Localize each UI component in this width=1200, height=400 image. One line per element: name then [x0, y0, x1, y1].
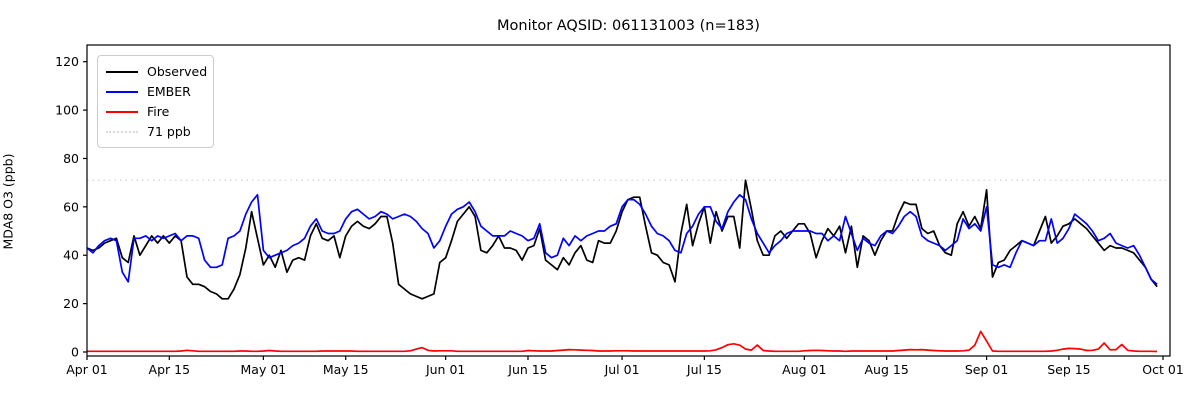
x-tick-label: Jul 15	[686, 362, 722, 377]
legend-label: EMBER	[147, 84, 191, 99]
legend-label: 71 ppb	[147, 124, 191, 139]
x-tick-label: Aug 01	[782, 362, 826, 377]
y-tick-label: 100	[55, 103, 79, 118]
x-tick-label: Aug 15	[865, 362, 909, 377]
x-tick-label: Oct 01	[1142, 362, 1184, 377]
observed-line-sample-icon	[106, 71, 138, 73]
x-tick-label: May 15	[323, 362, 369, 377]
series-line-observed	[86, 179, 1158, 300]
legend-item-ember: EMBER	[106, 82, 205, 102]
x-tick-label: Sep 15	[1047, 362, 1090, 377]
threshold-line-sample-icon	[106, 131, 138, 133]
legend-label: Fire	[147, 104, 170, 119]
y-tick-label: 60	[63, 199, 79, 214]
y-tick-label: 40	[63, 248, 79, 263]
series-line-fire	[87, 330, 1158, 353]
y-tick-label: 20	[63, 296, 79, 311]
x-tick-label: Jun 15	[507, 362, 547, 377]
plot-border	[86, 44, 1171, 357]
x-tick-label: Apr 01	[66, 362, 108, 377]
x-tick-label: May 01	[241, 362, 287, 377]
x-tick-label: Jun 01	[425, 362, 465, 377]
fire-line-sample-icon	[106, 111, 138, 113]
chart-title: Monitor AQSID: 061131003 (n=183)	[497, 18, 760, 34]
legend-item-threshold: 71 ppb	[106, 122, 205, 142]
x-tick-label: Apr 15	[149, 362, 191, 377]
x-tick-label: Jul 01	[604, 362, 640, 377]
legend-label: Observed	[147, 64, 208, 79]
y-tick-label: 0	[71, 345, 79, 360]
legend: Observed EMBER Fire 71 ppb	[97, 55, 214, 148]
x-tick-label: Sep 01	[965, 362, 1008, 377]
legend-item-fire: Fire	[106, 102, 205, 122]
series-line-ember	[86, 193, 1158, 285]
y-tick-label: 120	[55, 54, 79, 69]
ember-line-sample-icon	[106, 91, 138, 93]
y-tick-label: 80	[63, 151, 79, 166]
legend-item-observed: Observed	[106, 62, 208, 82]
